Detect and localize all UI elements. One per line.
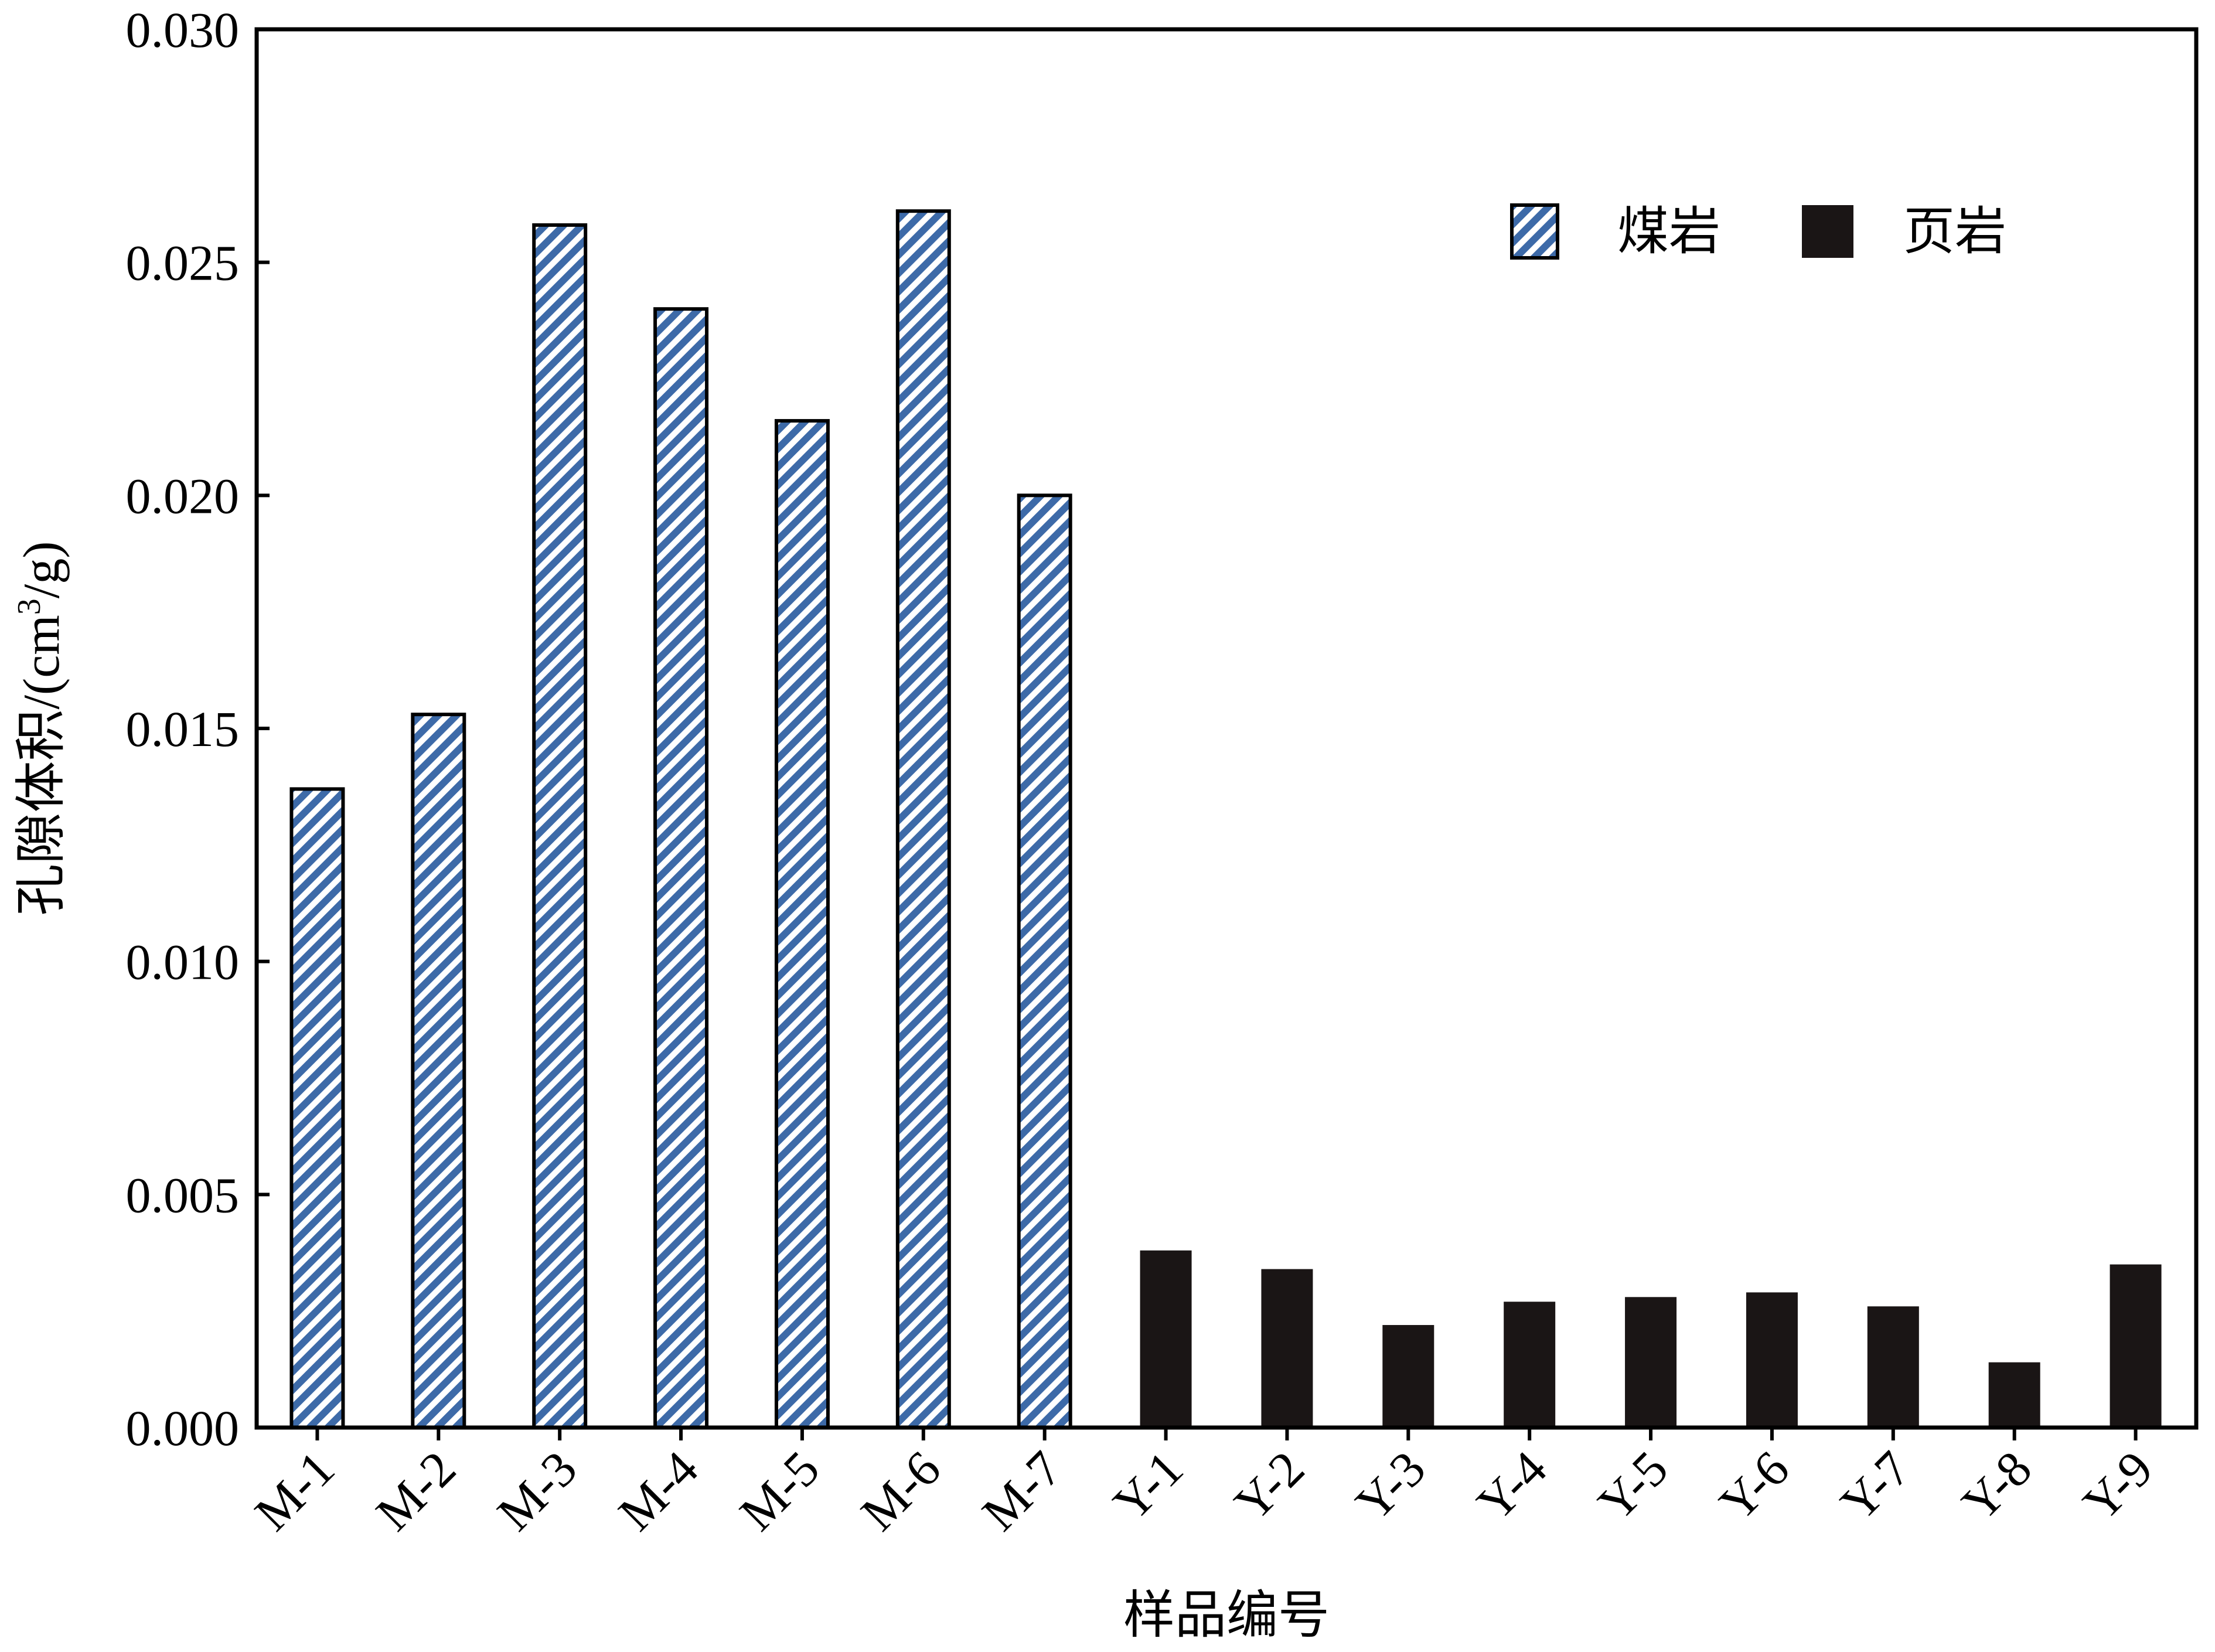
y-axis-title-superscript: 3: [11, 598, 47, 615]
x-tick-label: Y-1: [1102, 1440, 1194, 1532]
x-tick-label: M-6: [850, 1440, 952, 1542]
y-axis-title-prefix: 孔隙体积/(cm: [13, 615, 70, 915]
y-axis-title-suffix: /g): [13, 541, 70, 598]
legend-swatch-shale: [1802, 205, 1853, 258]
x-tick-label: M-7: [972, 1440, 1073, 1542]
plot-frame: [254, 27, 2199, 1430]
y-tick-label: 0.000: [126, 1400, 240, 1456]
bar-coal-M-3: [532, 223, 588, 1429]
x-tick-label: Y-3: [1345, 1440, 1436, 1532]
x-tick-label: Y-5: [1587, 1440, 1679, 1532]
bar-coal-M-4: [653, 307, 709, 1430]
bar-coal-M-5: [774, 419, 830, 1430]
x-tick-label: M-3: [486, 1440, 588, 1542]
bar-shale-Y-7: [1867, 1306, 1919, 1428]
x-tick-label: Y-4: [1466, 1440, 1558, 1532]
x-axis-ticks: M-1 M-2 M-3 M-4 M-5 M-6 M-7 Y-1 Y-2 Y-3 Y-4 Y-5 Y-6 Y…: [244, 1428, 2163, 1541]
x-tick-label: Y-7: [1830, 1440, 1921, 1532]
bar-shale-Y-6: [1746, 1292, 1798, 1428]
bar-shale-Y-1: [1140, 1250, 1192, 1428]
bar-shale-Y-2: [1261, 1269, 1313, 1428]
bar-shale-Y-5: [1625, 1297, 1677, 1428]
y-tick-label: 0.005: [126, 1167, 240, 1223]
x-axis-title: 样品编号: [1123, 1588, 1330, 1644]
bar-coal-M-7: [1017, 493, 1072, 1429]
bar-shale-Y-8: [1988, 1362, 2040, 1428]
legend-swatch-coal: [1510, 203, 1559, 260]
bar-shale-Y-9: [2110, 1264, 2162, 1428]
bar-shale-Y-4: [1504, 1302, 1556, 1428]
y-tick-label: 0.030: [126, 2, 240, 58]
x-tick-label: Y-9: [2072, 1440, 2163, 1532]
y-axis-title: 孔隙体积/(cm3/g): [11, 541, 70, 915]
y-axis-ticks: 0.000 0.005 0.010 0.015 0.020 0.025 0.030: [126, 2, 270, 1456]
x-tick-label: Y-8: [1951, 1440, 2042, 1532]
bar-coal-M-6: [895, 209, 951, 1430]
bar-coal-M-2: [411, 713, 466, 1429]
bars-layer: [289, 209, 2162, 1430]
y-tick-label: 0.025: [126, 235, 240, 291]
y-tick-label: 0.015: [126, 701, 240, 757]
legend-label-shale: 页岩: [1903, 204, 2006, 261]
legend: 煤岩 页岩: [1510, 203, 2006, 261]
x-tick-label: M-5: [729, 1440, 830, 1542]
x-tick-label: Y-2: [1224, 1440, 1315, 1532]
x-tick-label: M-2: [365, 1440, 466, 1542]
bar-coal-M-1: [289, 787, 345, 1429]
x-tick-label: M-4: [608, 1440, 709, 1542]
y-tick-label: 0.020: [126, 468, 240, 524]
y-tick-label: 0.010: [126, 934, 240, 990]
x-tick-label: M-1: [244, 1440, 345, 1542]
bar-shale-Y-3: [1382, 1325, 1434, 1428]
legend-label-coal: 煤岩: [1617, 204, 1720, 261]
x-tick-label: Y-6: [1709, 1440, 1800, 1532]
